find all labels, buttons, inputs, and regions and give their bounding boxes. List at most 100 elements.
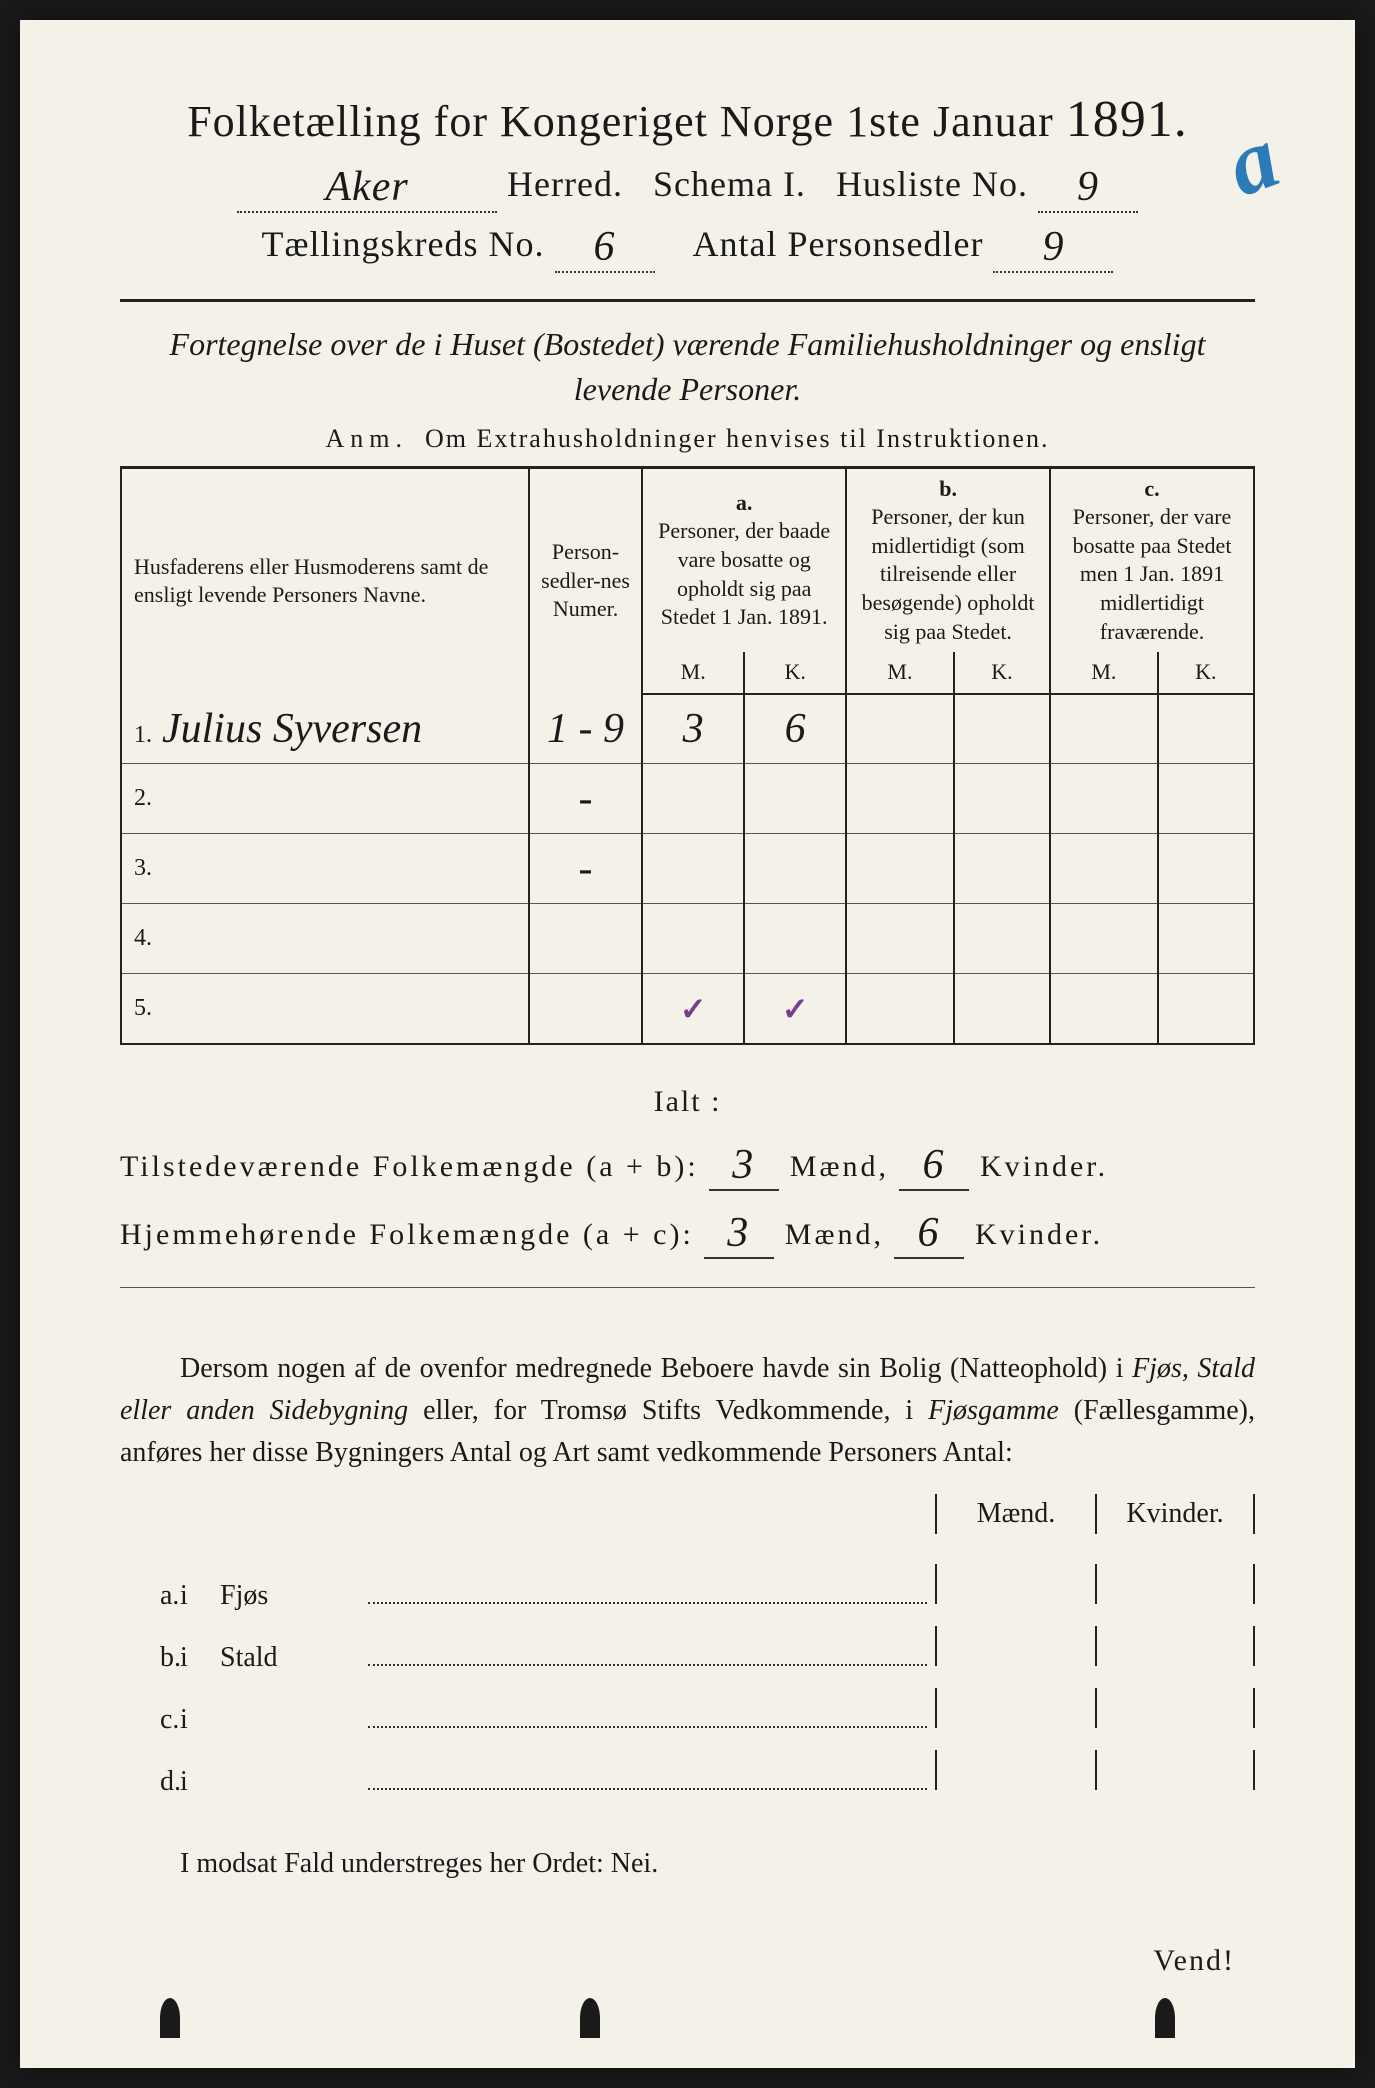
cell-a-k: 6 — [744, 694, 846, 764]
out-m-cell — [935, 1750, 1095, 1790]
cell-b-k — [954, 694, 1050, 764]
out-label: b. — [120, 1642, 180, 1674]
anm-text: Om Extrahusholdninger henvises til Instr… — [425, 424, 1049, 453]
cell-b-k — [954, 904, 1050, 974]
totals-line-1: Tilstedeværende Folkemængde (a + b): 3 M… — [120, 1139, 1255, 1189]
cell-b-m — [846, 694, 954, 764]
title-year: 1891. — [1066, 91, 1188, 148]
th-a: a. Personer, der baade vare bosatte og o… — [642, 467, 846, 652]
cell-a-m — [642, 834, 744, 904]
cell-num: 1 - 9 — [529, 694, 642, 764]
out-dots — [368, 1648, 927, 1666]
table-body: 1.Julius Syversen1 - 9362.-3.-4.5.✓✓ — [121, 694, 1254, 1044]
cell-name: 2. — [121, 764, 529, 834]
cell-b-k — [954, 834, 1050, 904]
cell-num: - — [529, 764, 642, 834]
table-row: 4. — [121, 904, 1254, 974]
kreds-label: Tællingskreds No. — [262, 224, 545, 264]
household-table: Husfaderens eller Husmoderens samt de en… — [120, 466, 1255, 1045]
subtitle: Fortegnelse over de i Huset (Bostedet) v… — [120, 322, 1255, 412]
out-label: c. — [120, 1704, 180, 1736]
kvinder-label-2: Kvinder. — [975, 1218, 1103, 1251]
cell-c-k — [1158, 764, 1254, 834]
cell-name: 3. — [121, 834, 529, 904]
cell-c-m — [1050, 974, 1158, 1044]
table-row: 2.- — [121, 764, 1254, 834]
out-maend-header: Mænd. — [935, 1494, 1095, 1534]
title-text: Folketælling for Kongeriget Norge 1ste J… — [187, 97, 1054, 146]
th-c-k: K. — [1158, 652, 1254, 694]
header-line-3: Tællingskreds No. 6 Antal Personsedler 9 — [120, 219, 1255, 269]
out-i: i — [180, 1704, 220, 1736]
th-c: c. Personer, der vare bosatte paa Stedet… — [1050, 467, 1254, 652]
out-m-cell — [935, 1688, 1095, 1728]
anm-note: Anm. Om Extrahusholdninger henvises til … — [120, 424, 1255, 454]
table-row: 5.✓✓ — [121, 974, 1254, 1044]
cell-c-m — [1050, 764, 1158, 834]
out-k-cell — [1095, 1688, 1255, 1728]
out-m-cell — [935, 1626, 1095, 1666]
herred-label: Herred. — [507, 164, 623, 204]
husliste-field: 9 — [1038, 163, 1138, 213]
out-k-cell — [1095, 1564, 1255, 1604]
out-name: Fjøs — [220, 1580, 360, 1612]
out-kvinder-header: Kvinder. — [1095, 1494, 1255, 1534]
maend-label-2: Mænd, — [785, 1218, 884, 1251]
divider-1 — [120, 299, 1255, 302]
form-title: Folketælling for Kongeriget Norge 1ste J… — [120, 90, 1255, 149]
outbuilding-paragraph: Dersom nogen af de ovenfor medregnede Be… — [120, 1348, 1255, 1474]
cell-c-m — [1050, 834, 1158, 904]
schema-label: Schema I. — [653, 164, 806, 204]
out-i: i — [180, 1766, 220, 1798]
cell-a-m: 3 — [642, 694, 744, 764]
th-c-m: M. — [1050, 652, 1158, 694]
tot1-m: 3 — [709, 1141, 779, 1191]
cell-c-m — [1050, 904, 1158, 974]
page-tear — [580, 1998, 600, 2038]
cell-c-k — [1158, 974, 1254, 1044]
cell-b-m — [846, 904, 954, 974]
th-a-m: M. — [642, 652, 744, 694]
cell-name: 5. — [121, 974, 529, 1044]
out-dots — [368, 1772, 927, 1790]
cell-b-m — [846, 764, 954, 834]
cell-name: 4. — [121, 904, 529, 974]
table-row: 1.Julius Syversen1 - 936 — [121, 694, 1254, 764]
kreds-field: 6 — [555, 223, 655, 273]
outbuilding-row: d.i — [120, 1750, 1255, 1798]
cell-b-m — [846, 974, 954, 1044]
page-tear — [1155, 1998, 1175, 2038]
vend-label: Vend! — [1153, 1944, 1235, 1978]
out-label: a. — [120, 1580, 180, 1612]
page-tear — [160, 1998, 180, 2038]
tot1-label: Tilstedeværende Folkemængde (a + b): — [120, 1150, 699, 1183]
anm-prefix: Anm. — [326, 424, 409, 453]
cell-a-m — [642, 904, 744, 974]
nei-line: I modsat Fald understreges her Ordet: Ne… — [120, 1848, 1255, 1880]
cell-name: 1.Julius Syversen — [121, 694, 529, 764]
tot2-k: 6 — [894, 1209, 964, 1259]
cell-num: - — [529, 834, 642, 904]
cell-b-k — [954, 974, 1050, 1044]
outbuilding-mk-header: Mænd. Kvinder. — [120, 1494, 1255, 1534]
out-k-cell — [1095, 1750, 1255, 1790]
th-num: Person-sedler-nes Numer. — [529, 467, 642, 694]
out-dots — [368, 1710, 927, 1728]
out-dots — [368, 1586, 927, 1604]
tot1-k: 6 — [899, 1141, 969, 1191]
out-label: d. — [120, 1766, 180, 1798]
outbuilding-row: a.iFjøs — [120, 1564, 1255, 1612]
ialt-label: Ialt : — [120, 1085, 1255, 1119]
th-b: b. Personer, der kun midlertidigt (som t… — [846, 467, 1050, 652]
cell-b-m — [846, 834, 954, 904]
totals-line-2: Hjemmehørende Folkemængde (a + c): 3 Mæn… — [120, 1207, 1255, 1257]
cell-c-k — [1158, 694, 1254, 764]
cell-a-m — [642, 764, 744, 834]
maend-label-1: Mænd, — [790, 1150, 889, 1183]
th-a-k: K. — [744, 652, 846, 694]
cell-a-k — [744, 834, 846, 904]
totals-block: Ialt : Tilstedeværende Folkemængde (a + … — [120, 1085, 1255, 1257]
tot2-m: 3 — [704, 1209, 774, 1259]
out-i: i — [180, 1642, 220, 1674]
cell-a-m: ✓ — [642, 974, 744, 1044]
